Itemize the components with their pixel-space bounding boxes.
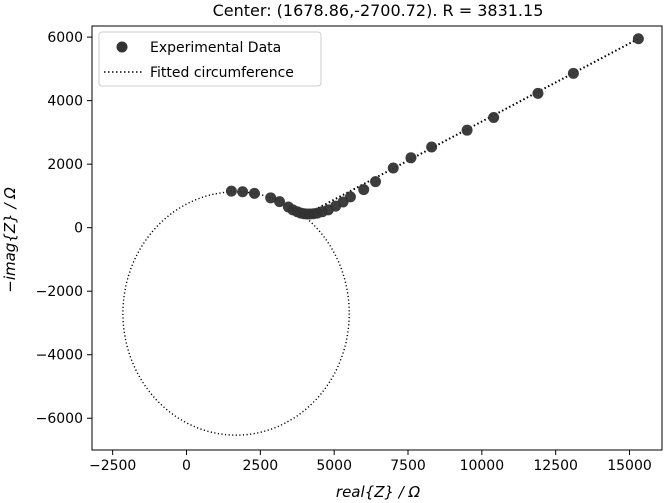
x-tick-label: 15000 [607, 458, 652, 474]
data-point [370, 176, 382, 188]
data-point [237, 186, 249, 198]
data-point [532, 87, 544, 99]
y-tick-label: 0 [74, 221, 83, 237]
legend-box [98, 31, 322, 87]
data-point [567, 67, 579, 79]
y-tick-label: −6000 [36, 411, 83, 427]
x-tick-label: 2500 [243, 458, 279, 474]
data-point [387, 162, 399, 174]
legend-label-fitted-circumference: Fitted circumference [150, 65, 294, 81]
y-tick-label: 4000 [47, 94, 83, 110]
y-tick-label: 6000 [47, 30, 83, 46]
data-point [488, 111, 500, 123]
x-tick-label: 7500 [390, 458, 426, 474]
chart-title: Center: (1678.86,-2700.72). R = 3831.15 [213, 1, 544, 20]
data-point [225, 185, 237, 197]
axes-frame [91, 25, 663, 451]
data-point [265, 192, 277, 204]
x-tick-label: 10000 [460, 458, 505, 474]
x-tick-label: 5000 [316, 458, 352, 474]
plot-area [122, 33, 644, 436]
y-tick-label: −4000 [36, 348, 83, 364]
data-point [358, 184, 370, 196]
y-tick-label: 2000 [47, 157, 83, 173]
axes: −2500 0 2500 5000 7500 10000 12500 15000 −6000 −4… [36, 25, 663, 474]
x-tick-label: −2500 [89, 458, 136, 474]
data-point [405, 152, 417, 164]
y-axis-label: −imag{Z} / Ω [1, 187, 19, 293]
x-axis-label: real{Z} / Ω [336, 483, 421, 501]
legend: Experimental Data Fitted circumference [98, 31, 322, 87]
legend-label-experimental-data: Experimental Data [150, 40, 281, 56]
data-point [274, 196, 286, 208]
data-point [344, 191, 356, 203]
y-tick-label: −2000 [36, 284, 83, 300]
x-tick-label: 12500 [533, 458, 578, 474]
x-tick-label: 0 [182, 458, 191, 474]
legend-marker-experimental-data [116, 41, 128, 53]
data-point [461, 124, 473, 136]
data-point [632, 33, 644, 45]
fitted-tail-line [307, 37, 639, 215]
data-point [248, 187, 260, 199]
fitted-circle [122, 191, 350, 436]
data-point [426, 141, 438, 153]
